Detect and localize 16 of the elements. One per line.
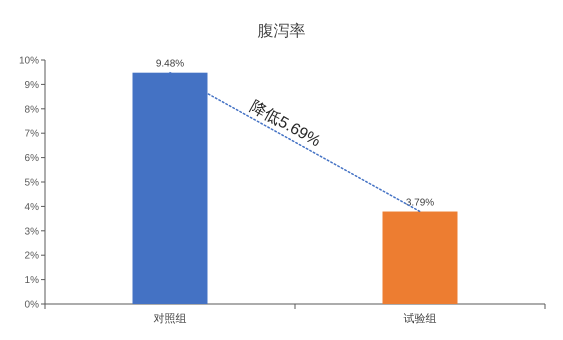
x-tick-label: 对照组 [154, 312, 186, 325]
y-tick-label: 9% [24, 80, 40, 91]
y-tick-label: 1% [24, 275, 40, 286]
data-label: 9.48% [156, 58, 184, 70]
chart-title: 腹泻率 [258, 22, 306, 40]
y-tick-label: 4% [24, 202, 40, 213]
y-tick-label: 6% [24, 153, 40, 164]
y-tick-label: 10% [18, 56, 40, 66]
x-tick-label: 试验组 [404, 312, 436, 325]
y-tick-label: 7% [24, 128, 40, 140]
y-tick-label: 2% [24, 250, 40, 262]
y-tick-label: 0% [24, 300, 40, 310]
y-tick-label: 3% [24, 226, 40, 238]
y-tick-label: 8% [24, 104, 40, 116]
data-label: 3.79% [406, 198, 434, 209]
y-tick-label: 5% [24, 178, 40, 188]
